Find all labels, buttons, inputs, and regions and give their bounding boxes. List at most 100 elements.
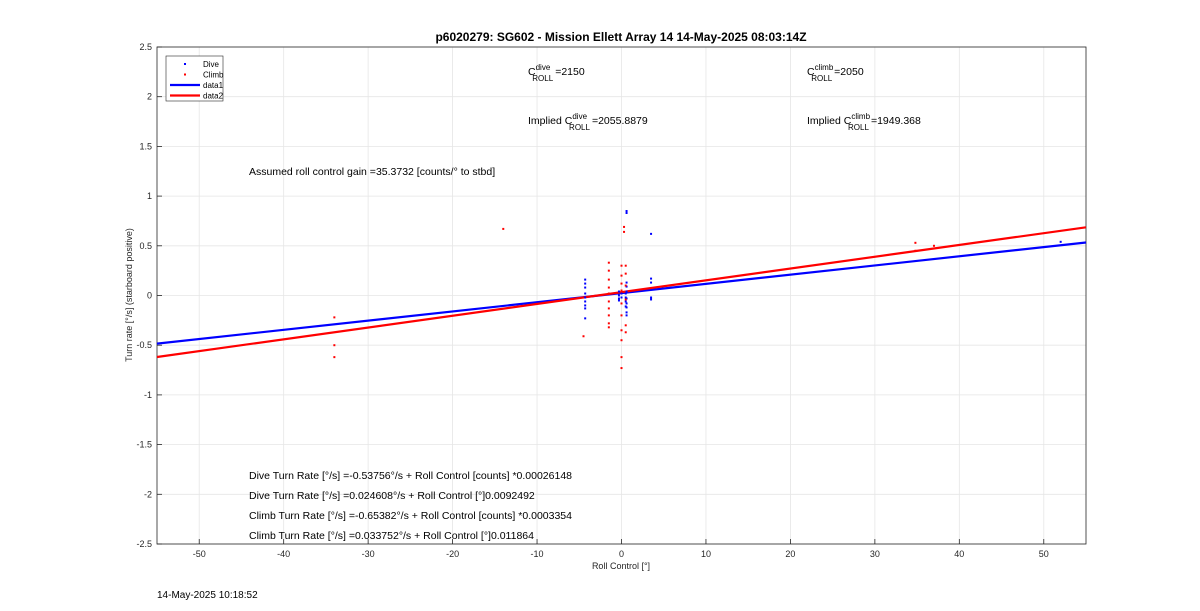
- x-tick-label: -20: [446, 549, 459, 559]
- point-dive: [624, 292, 627, 295]
- point-climb: [914, 249, 917, 252]
- point-climb: [607, 286, 610, 289]
- point-climb: [620, 274, 623, 277]
- timestamp: 14-May-2025 10:18:52: [157, 590, 258, 601]
- point-climb: [914, 241, 917, 244]
- y-tick-label: -0.5: [136, 340, 152, 350]
- point-climb: [620, 329, 623, 332]
- y-axis-label: Turn rate [°/s] (starboard positive): [124, 228, 134, 362]
- climb-degrees-equation: Climb Turn Rate [°/s] =0.033752°/s + Rol…: [249, 530, 534, 542]
- point-climb: [624, 331, 627, 334]
- implied-c-roll-climb-annotation: Implied Cclimb ROLL=1949.368: [807, 112, 921, 132]
- point-climb: [607, 300, 610, 303]
- point-dive: [584, 292, 587, 295]
- point-dive: [620, 292, 623, 295]
- gain-annotation: Assumed roll control gain =35.3732 [coun…: [249, 166, 495, 178]
- climb-counts-equation: Climb Turn Rate [°/s] =-0.65382°/s + Rol…: [249, 510, 572, 522]
- x-tick-label: -40: [277, 549, 290, 559]
- point-climb: [620, 264, 623, 267]
- point-climb: [607, 322, 610, 325]
- point-climb: [624, 298, 627, 301]
- point-dive: [584, 296, 587, 299]
- point-dive: [617, 297, 620, 300]
- point-dive: [584, 317, 587, 320]
- y-ticks: -2.5 -2 -1.5 -1 -0.5 0 0.5 1 1.5 2 2.5: [136, 42, 162, 549]
- c-roll-dive-annotation: Cdive ROLL=2150: [528, 63, 585, 83]
- point-dive: [617, 290, 620, 293]
- point-dive: [584, 304, 587, 307]
- x-tick-label: -10: [531, 549, 544, 559]
- y-tick-label: -2: [144, 489, 152, 499]
- implied-c-roll-dive-annotation: Implied Cdive ROLL=2055.8879: [528, 112, 648, 132]
- point-climb: [620, 314, 623, 317]
- point-dive: [650, 296, 653, 299]
- point-climb: [624, 284, 627, 287]
- x-tick-label: 10: [701, 549, 711, 559]
- point-climb: [624, 272, 627, 275]
- x-tick-label: 50: [1039, 549, 1049, 559]
- point-climb: [620, 289, 623, 292]
- point-dive: [625, 311, 628, 314]
- point-climb: [607, 278, 610, 281]
- point-climb: [620, 367, 623, 370]
- point-climb: [607, 314, 610, 317]
- point-dive: [584, 282, 587, 285]
- point-dive: [625, 306, 628, 309]
- point-dive: [650, 298, 653, 301]
- legend-box: [165, 55, 224, 102]
- point-climb: [333, 356, 336, 359]
- point-dive: [1059, 240, 1062, 243]
- point-dive: [617, 299, 620, 302]
- point-climb: [607, 326, 610, 329]
- x-ticks: -50 -40 -30 -20 -10 0 10 20 30 40 50: [193, 539, 1049, 559]
- x-tick-label: -50: [193, 549, 206, 559]
- point-dive: [625, 290, 628, 293]
- fit-line-data2: [156, 226, 1087, 359]
- legend-marker-climb: [184, 73, 186, 76]
- x-axis-label: Roll Control [°]: [592, 561, 650, 571]
- y-tick-label: 1.5: [139, 141, 152, 151]
- legend-label: Dive: [203, 60, 220, 69]
- y-tick-label: -2.5: [136, 539, 152, 549]
- x-tick-label: 40: [954, 549, 964, 559]
- point-climb: [582, 335, 585, 338]
- point-climb: [623, 230, 626, 233]
- point-dive: [617, 294, 620, 297]
- x-tick-label: 0: [619, 549, 624, 559]
- point-climb: [607, 261, 610, 264]
- point-dive: [625, 210, 628, 213]
- point-climb: [607, 269, 610, 272]
- point-dive: [584, 307, 587, 310]
- point-dive: [584, 286, 587, 289]
- y-tick-label: 2.5: [139, 42, 152, 52]
- x-tick-label: 30: [870, 549, 880, 559]
- point-dive: [650, 277, 653, 280]
- point-climb: [623, 225, 626, 228]
- c-roll-climb-annotation: Cclimb ROLL=2050: [807, 63, 864, 83]
- point-climb: [607, 307, 610, 310]
- x-tick-label: 20: [785, 549, 795, 559]
- y-tick-label: 0: [147, 291, 152, 301]
- point-climb: [333, 344, 336, 347]
- legend-label: Climb: [203, 71, 224, 80]
- dive-degrees-equation: Dive Turn Rate [°/s] =0.024608°/s + Roll…: [249, 490, 535, 502]
- legend-marker-dive: [184, 63, 186, 65]
- point-dive: [584, 278, 587, 281]
- point-dive: [625, 314, 628, 317]
- legend-label: data2: [203, 92, 224, 101]
- point-climb: [502, 227, 505, 230]
- point-dive: [650, 281, 653, 284]
- dive-counts-equation: Dive Turn Rate [°/s] =-0.53756°/s + Roll…: [249, 470, 572, 482]
- point-climb: [620, 302, 623, 305]
- point-climb: [624, 324, 627, 327]
- point-climb: [620, 356, 623, 359]
- y-tick-label: -1.5: [136, 440, 152, 450]
- point-dive: [584, 300, 587, 303]
- y-tick-label: -1: [144, 390, 152, 400]
- point-climb: [932, 244, 935, 247]
- point-climb: [607, 292, 610, 295]
- point-dive: [625, 302, 628, 305]
- point-dive: [624, 300, 627, 303]
- y-tick-label: 2: [147, 92, 152, 102]
